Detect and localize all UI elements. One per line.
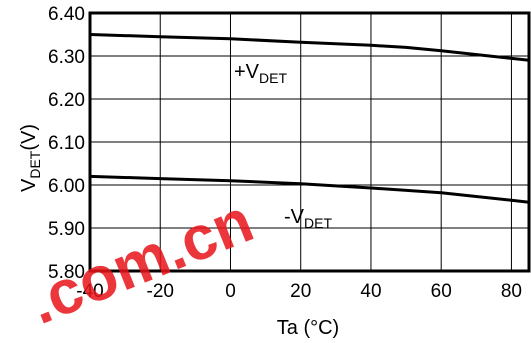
- x-tick-label: -40: [76, 281, 103, 302]
- x-tick-label: -20: [147, 281, 174, 302]
- watermark: .com.cn: [19, 186, 262, 338]
- y-tick-label: 6.40: [48, 4, 85, 25]
- y-tick-label: 5.80: [48, 262, 85, 283]
- grid-lines: [89, 12, 529, 272]
- x-tick-label: 0: [225, 281, 236, 302]
- x-axis-label: Ta (°C): [277, 317, 339, 339]
- x-tick-label: 80: [501, 281, 522, 302]
- x-tick-labels: -40 -20 0 20 40 60 80: [76, 281, 522, 302]
- series-line-1: [89, 174, 530, 204]
- x-tick-label: 60: [431, 281, 452, 302]
- plot-frame: [88, 11, 531, 273]
- series-label-plus-main: +V: [234, 61, 260, 83]
- y-axis-label-sub: DET: [27, 150, 43, 178]
- series-label-minus-main: -V: [284, 206, 305, 228]
- y-tick-label: 5.90: [48, 219, 85, 240]
- series-lines: [89, 33, 530, 204]
- y-axis-label-main: V: [18, 178, 40, 192]
- x-tick-label: 40: [360, 281, 381, 302]
- y-axis-label-tail: (V): [18, 124, 40, 151]
- series-label-plus-sub: DET: [259, 70, 287, 86]
- y-tick-label: 6.10: [48, 133, 85, 154]
- y-tick-label: 6.30: [48, 47, 85, 68]
- y-tick-label: 6.00: [48, 176, 85, 197]
- series-label-minus-vdet: -VDET: [284, 206, 332, 231]
- y-tick-labels: 5.80 5.90 6.00 6.10 6.20 6.30 6.40: [48, 4, 85, 283]
- series-label-plus-vdet: +VDET: [234, 61, 287, 86]
- x-tick-label: 20: [290, 281, 311, 302]
- series-line-0: [89, 33, 530, 62]
- series-label-minus-sub: DET: [304, 215, 332, 231]
- y-axis-label: VDET(V): [18, 124, 43, 192]
- y-tick-label: 6.20: [48, 90, 85, 111]
